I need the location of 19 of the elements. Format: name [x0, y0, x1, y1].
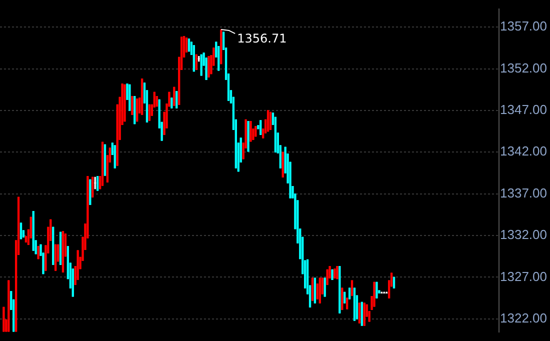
candlestick	[331, 269, 334, 280]
candlestick	[2, 306, 5, 332]
y-tick-label: 1322.00	[500, 310, 547, 326]
y-tick-label: 1327.00	[500, 268, 547, 284]
candlestick	[124, 84, 126, 122]
y-tick-label: 1357.00	[500, 18, 547, 34]
y-tick-label: 1332.00	[500, 227, 547, 242]
y-tick-label: 1337.00	[500, 185, 547, 200]
candlestick	[373, 282, 376, 307]
candlestick	[334, 268, 336, 278]
annotation: 1356.71	[237, 32, 287, 46]
candlestick	[376, 282, 378, 298]
y-tick-label: 1342.00	[500, 144, 547, 159]
y-tick-label: 1347.00	[500, 102, 547, 118]
candlestick	[37, 246, 40, 260]
y-tick-label: 1352.00	[500, 60, 547, 76]
candlestick	[208, 56, 210, 78]
candlestick	[250, 120, 252, 142]
candlestick	[247, 120, 250, 152]
